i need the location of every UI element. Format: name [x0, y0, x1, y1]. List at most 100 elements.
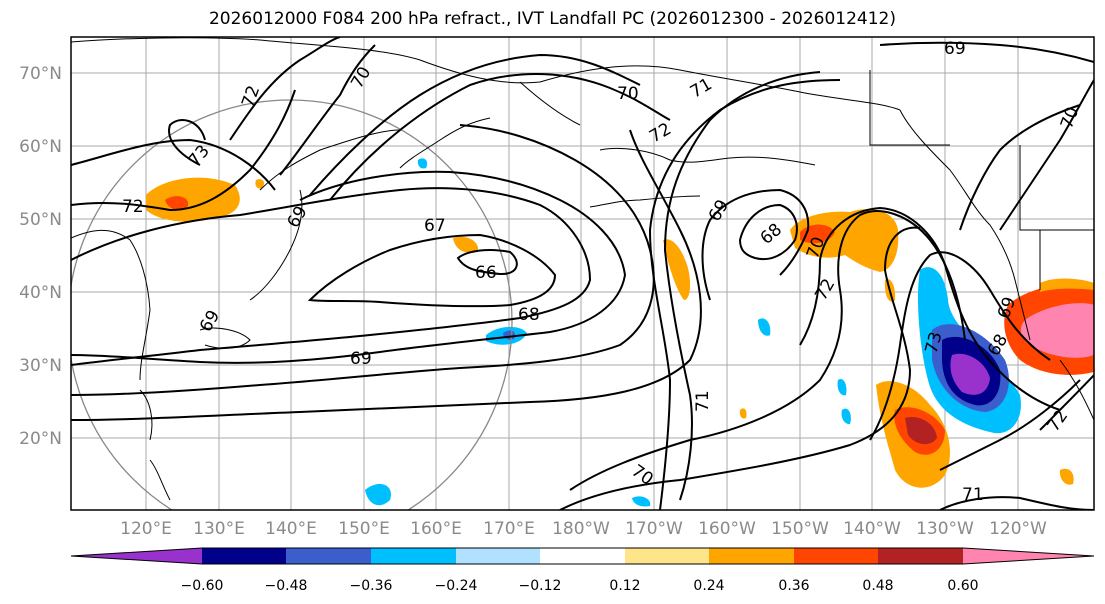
colorbar-cell	[878, 548, 963, 564]
colorbar-cell	[625, 548, 709, 564]
lon-label: 170°W	[625, 519, 683, 539]
lat-label: 30°N	[19, 356, 62, 376]
contour-72-west-loop	[71, 89, 296, 212]
shade-patch-coast-orange	[1059, 468, 1074, 485]
lon-label: 150°E	[338, 519, 390, 539]
contour-70-nw	[279, 44, 376, 176]
map-frame	[70, 36, 1095, 511]
shade-patch-pacific-west-pair-2	[841, 408, 851, 425]
shade-patch-gulf-north	[663, 239, 691, 300]
shade-patch-kuril	[417, 158, 428, 169]
contour-72-east	[1039, 374, 1094, 431]
colorbar-tick-label: −0.60	[181, 578, 224, 594]
colorbar-tick-label: 0.12	[609, 578, 640, 594]
contour-label: 69	[350, 349, 372, 369]
coastlines	[71, 37, 1094, 501]
latitude-labels: 70°N 60°N 50°N 40°N 30°N 20°N	[19, 64, 62, 449]
colorbar-cell	[371, 548, 456, 564]
contour-68-main	[71, 187, 592, 366]
contour-71-west	[71, 138, 276, 191]
colorbar-cell	[286, 548, 371, 564]
contour-70-south	[939, 496, 1094, 510]
colorbar-outline	[70, 547, 1095, 565]
colorbar-ticks: −0.60 −0.48 −0.36 −0.24 −0.12 0.12 0.24 …	[181, 578, 979, 594]
shade-patch-pacific-west-pair	[837, 378, 847, 396]
contour-label: 66	[475, 263, 497, 283]
shade-patch-sw-us-orange-rim	[1040, 278, 1094, 292]
lon-label: 170°E	[483, 519, 535, 539]
map-title: 2026012000 F084 200 hPa refract., IVT La…	[208, 9, 896, 29]
colorbar-cell	[456, 548, 540, 564]
contour-71-ridge	[71, 129, 702, 421]
lat-label: 50°N	[19, 210, 62, 230]
colorbar-cell	[71, 548, 202, 564]
lon-label: 180°W	[552, 519, 610, 539]
longitude-labels: 120°E 130°E 140°E 150°E 160°E 170°E 180°…	[120, 519, 1047, 539]
graticule	[71, 37, 1094, 510]
map-panel	[70, 36, 1095, 511]
shade-patch-small-east	[758, 318, 771, 336]
colorbar-tick-label: 0.36	[778, 578, 809, 594]
lon-label: 160°E	[410, 519, 462, 539]
contour-label: 71	[962, 485, 984, 505]
shade-patch-subtropic-dark	[905, 416, 937, 445]
colorbar-cell	[794, 548, 878, 564]
contour-70-main	[71, 124, 655, 396]
shade-patch-sw-us-pink	[1020, 303, 1094, 358]
lat-label: 70°N	[19, 64, 62, 84]
contour-70-polar	[329, 72, 671, 201]
contour-72-northwest	[229, 37, 341, 141]
ivt-shading	[146, 158, 1094, 507]
colorbar-tick-label: −0.12	[519, 578, 562, 594]
contour-label: 68	[518, 305, 540, 325]
lat-label: 20°N	[19, 429, 62, 449]
shade-patch-west-us-purple	[950, 353, 990, 395]
contour-73-northwest	[168, 119, 206, 166]
refractivity-contours	[71, 37, 1094, 510]
shade-patch-west-pacific-core	[165, 196, 189, 210]
colorbar-cell	[202, 548, 286, 564]
contour-71-east-loop	[959, 104, 1081, 231]
contour-label: 67	[424, 216, 446, 236]
shade-patch-south-blue	[632, 496, 651, 507]
colorbar-tick-label: 0.24	[693, 578, 724, 594]
contour-label: 69	[944, 39, 966, 59]
contour-69-main	[71, 170, 627, 364]
lat-label: 40°N	[19, 283, 62, 303]
colorbar-tick-label: 0.60	[947, 578, 978, 594]
colorbar-cell	[709, 548, 794, 564]
contour-73-ridge	[648, 79, 841, 510]
colorbar-tick-label: −0.24	[435, 578, 478, 594]
lon-label: 120°E	[120, 519, 172, 539]
contour-69-north	[879, 41, 1094, 63]
contour-67-inner	[307, 233, 557, 308]
shade-patch-southwest-blue	[365, 483, 391, 506]
colorbar-tick-label: −0.48	[265, 578, 308, 594]
shade-patch-central-north	[453, 236, 479, 253]
contour-69-polar	[309, 53, 641, 196]
contour-label: 72	[122, 197, 144, 217]
contour-72-ridge	[663, 71, 821, 501]
lon-label: 130°W	[916, 519, 974, 539]
colorbar: −0.60 −0.48 −0.36 −0.24 −0.12 0.12 0.24 …	[70, 547, 1095, 594]
colorbar-tick-label: 0.48	[862, 578, 893, 594]
contour-68-trough	[738, 203, 798, 260]
lon-label: 120°W	[989, 519, 1047, 539]
contour-71-lower	[569, 210, 966, 491]
contour-70-east	[999, 79, 1094, 231]
colorbar-tick-label: −0.36	[350, 578, 393, 594]
radius-circle	[71, 99, 513, 510]
contour-label: 71	[693, 390, 713, 412]
colorbar-cell	[540, 548, 625, 564]
lat-label: 60°N	[19, 137, 62, 157]
contour-66	[456, 249, 518, 276]
contour-label: 70	[617, 84, 639, 104]
lon-label: 150°W	[771, 519, 829, 539]
lon-label: 160°W	[698, 519, 756, 539]
colorbar-cell	[963, 548, 1094, 564]
shade-patch-nw-lake	[255, 179, 265, 189]
contour-72-trough	[799, 206, 1061, 411]
lon-label: 130°E	[193, 519, 245, 539]
contour-73-trough	[869, 251, 1051, 441]
contour-71-east	[939, 379, 1081, 471]
